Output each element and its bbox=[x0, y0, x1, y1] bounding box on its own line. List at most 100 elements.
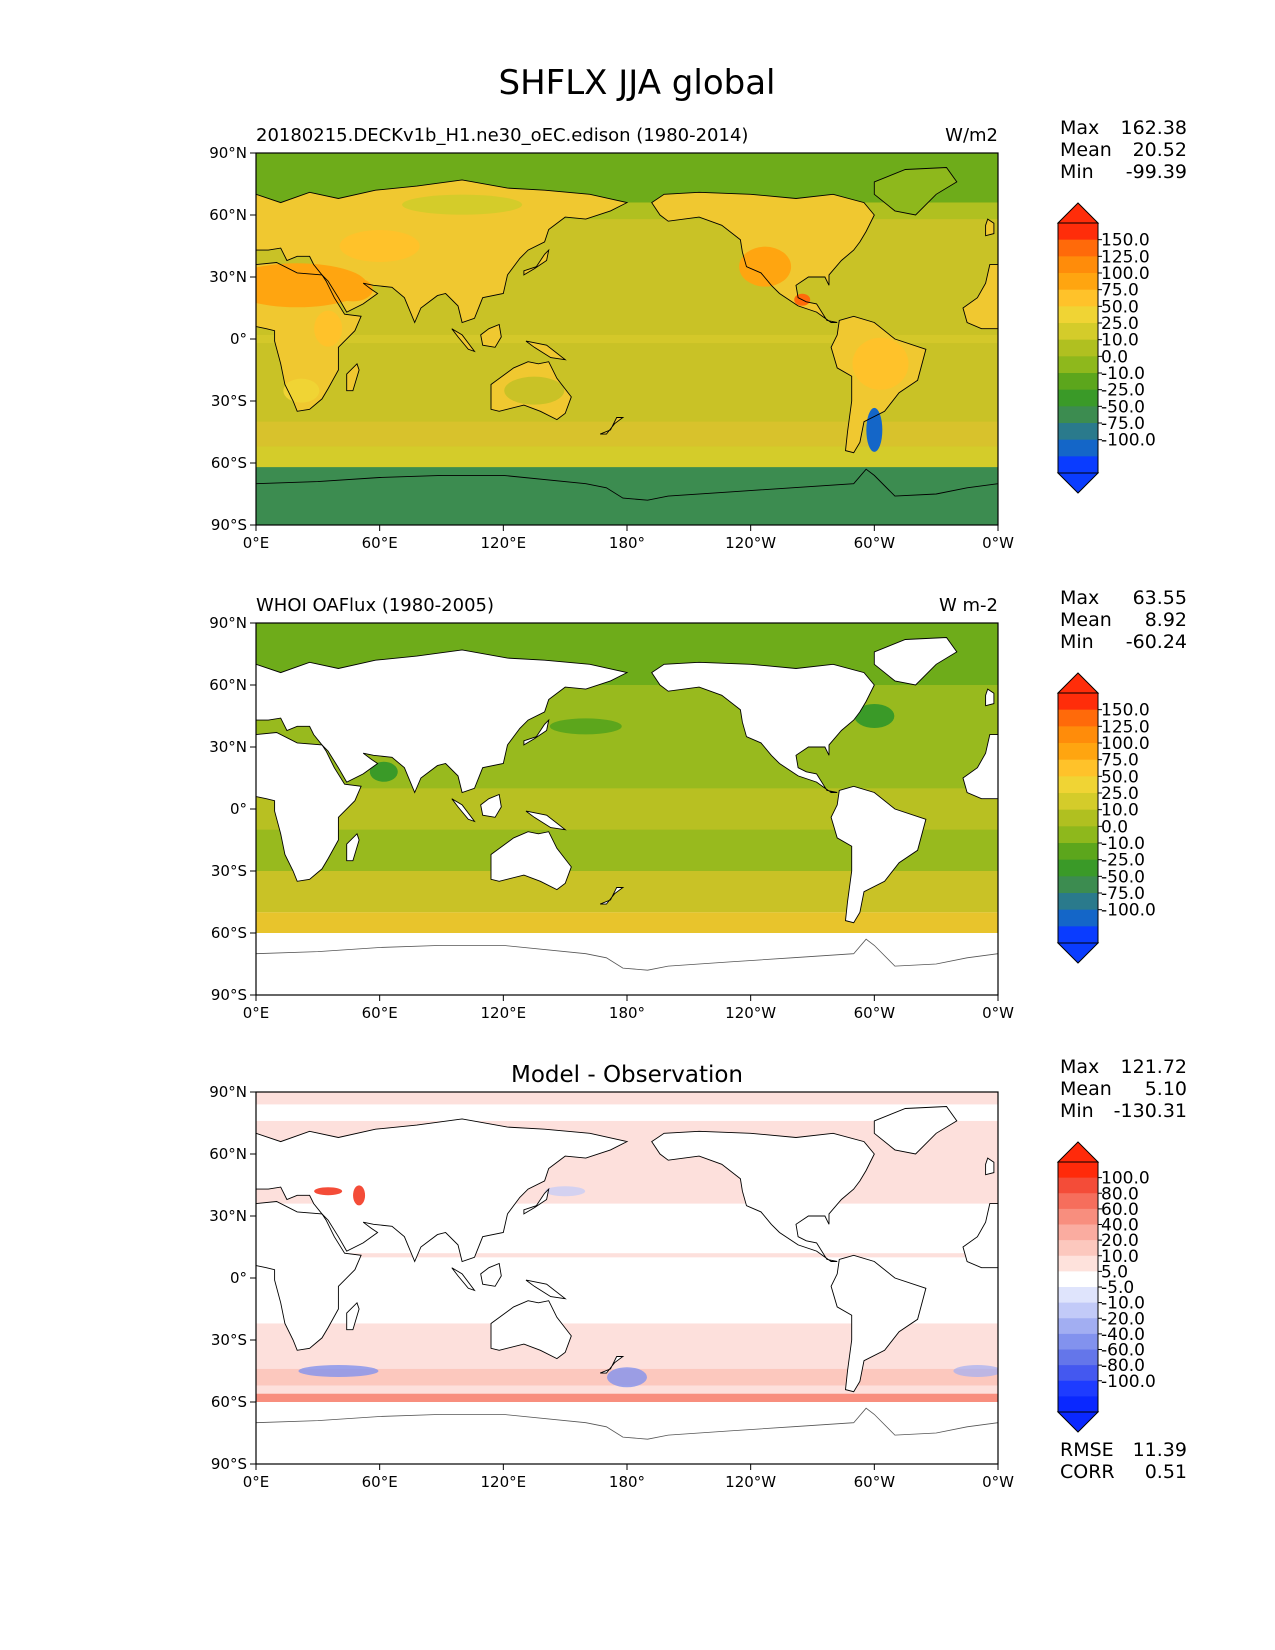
kuroshio-field bbox=[549, 718, 622, 735]
lat-tick-label: 30°N bbox=[209, 738, 247, 756]
land-madagascar bbox=[346, 363, 360, 391]
lon-tick-label: 0°W bbox=[982, 1004, 1014, 1022]
colorbar-swatch bbox=[1058, 256, 1098, 274]
colorbar-tick-label: -10.0 bbox=[1101, 1294, 1145, 1314]
colorbar-tick-label: 0.0 bbox=[1101, 347, 1128, 367]
mask-newguinea bbox=[526, 811, 566, 830]
negative-south-atlantic bbox=[953, 1365, 998, 1377]
coast-borneo bbox=[480, 323, 502, 348]
mask-sumatra bbox=[451, 1267, 475, 1291]
lat-tick-label: 60°S bbox=[211, 924, 247, 942]
mask-north_america bbox=[651, 1131, 875, 1262]
colorbar-tick-label: -10.0 bbox=[1101, 364, 1145, 384]
mask-south_america bbox=[831, 1255, 926, 1392]
stat-value: -99.39 bbox=[1126, 161, 1187, 183]
stat-label: Mean bbox=[1060, 609, 1112, 631]
lat-tick-label: 60°N bbox=[209, 1145, 247, 1163]
coast-nz bbox=[600, 417, 625, 435]
mask-europe_asia bbox=[256, 1118, 627, 1262]
coast-japan bbox=[523, 718, 550, 746]
colorbar-swatch bbox=[1058, 456, 1098, 474]
colorbar-top-arrow bbox=[1056, 1141, 1100, 1163]
footer-stat-label: RMSE bbox=[1060, 1439, 1114, 1461]
footer-stat-value: 0.51 bbox=[1145, 1461, 1187, 1483]
lon-tick-label: 120°W bbox=[725, 534, 776, 552]
coast-south_america bbox=[830, 1254, 927, 1393]
black-sea-positive bbox=[314, 1187, 343, 1196]
land-borneo bbox=[480, 324, 502, 348]
mask-greenland bbox=[874, 637, 957, 685]
lon-tick-label: 60°E bbox=[362, 1004, 398, 1022]
colorbar-tick-label: 60.0 bbox=[1101, 1200, 1139, 1220]
lat-tick-label: 60°S bbox=[211, 454, 247, 472]
lon-tick-label: 60°W bbox=[854, 534, 896, 552]
coast-south_america bbox=[830, 315, 927, 454]
stat-label: Min bbox=[1060, 631, 1094, 653]
coast-antarctica bbox=[256, 468, 998, 525]
stat-value: -130.31 bbox=[1114, 1100, 1187, 1122]
coast-madagascar bbox=[346, 362, 360, 392]
mask-australia bbox=[491, 1300, 572, 1359]
figure-title: SHFLX JJA global bbox=[499, 63, 776, 103]
colorbar-tick-label: -10.0 bbox=[1101, 834, 1145, 854]
land-newguinea bbox=[526, 341, 566, 360]
coast-uk bbox=[985, 1157, 995, 1176]
coast-west_africa bbox=[962, 734, 998, 800]
coast-uk bbox=[985, 218, 995, 237]
colorbar-swatch bbox=[1058, 743, 1098, 761]
stat-value: 8.92 bbox=[1145, 609, 1187, 631]
colorbar-swatch bbox=[1058, 1162, 1098, 1179]
land-antarctica bbox=[256, 469, 998, 525]
arabian-sea-field bbox=[369, 761, 398, 782]
mask-west_africa bbox=[963, 1203, 998, 1268]
colorbar: 150.0125.0100.075.050.025.010.00.0-10.0-… bbox=[1056, 202, 1156, 494]
coast-newguinea bbox=[525, 340, 567, 361]
mask-japan bbox=[523, 1189, 549, 1214]
footer-stat-label: CORR bbox=[1060, 1461, 1115, 1483]
colorbar-top-arrow bbox=[1056, 672, 1100, 694]
lon-tick-label: 60°E bbox=[362, 1473, 398, 1491]
coast-sumatra bbox=[451, 798, 476, 823]
mask-borneo bbox=[480, 1263, 502, 1287]
colorbar-swatch bbox=[1058, 1240, 1098, 1257]
lon-tick-label: 60°W bbox=[854, 1473, 896, 1491]
colorbar-swatch bbox=[1058, 826, 1098, 844]
coast-greenland bbox=[873, 167, 958, 216]
colorbar-swatch bbox=[1058, 373, 1098, 391]
colorbar-swatch bbox=[1058, 306, 1098, 324]
colorbar-tick-label: 25.0 bbox=[1101, 784, 1139, 804]
coast-africa bbox=[256, 1201, 362, 1351]
colorbar-top-arrow bbox=[1056, 202, 1100, 224]
colorbar-swatch bbox=[1058, 406, 1098, 424]
colorbar-bottom-arrow bbox=[1056, 942, 1100, 964]
lon-tick-label: 180° bbox=[609, 1473, 645, 1491]
lon-tick-label: 120°W bbox=[725, 1004, 776, 1022]
lat-tick-label: 30°S bbox=[211, 1331, 247, 1349]
lat-tick-label: 30°N bbox=[209, 1207, 247, 1225]
colorbar-bottom-arrow bbox=[1056, 1411, 1100, 1433]
colorbar-tick-label: 80.0 bbox=[1101, 1184, 1139, 1204]
colorbar-swatch bbox=[1058, 1333, 1098, 1350]
mask-africa bbox=[256, 732, 362, 882]
lon-tick-label: 120°W bbox=[725, 1473, 776, 1491]
gulf-stream-field bbox=[854, 704, 895, 728]
colorbar-swatch bbox=[1058, 859, 1098, 877]
colorbar-swatch bbox=[1058, 1208, 1098, 1225]
stat-value: 162.38 bbox=[1121, 117, 1187, 139]
colorbar-swatch bbox=[1058, 843, 1098, 861]
coast-australia bbox=[490, 1300, 572, 1360]
coastlines bbox=[256, 637, 998, 971]
coast-japan bbox=[523, 1187, 550, 1215]
lon-tick-label: 0°E bbox=[243, 534, 270, 552]
mask-uk bbox=[985, 1158, 994, 1175]
lon-tick-label: 0°E bbox=[243, 1004, 270, 1022]
map-field bbox=[256, 1092, 998, 1464]
lon-tick-label: 60°E bbox=[362, 534, 398, 552]
colorbar-tick-label: 5.0 bbox=[1101, 1262, 1128, 1282]
south-ocean-field-2 bbox=[256, 912, 998, 933]
stats-block: Max 162.38 Mean 20.52 Min -99.39 bbox=[1060, 117, 1187, 183]
mask-west_africa bbox=[963, 734, 998, 799]
lat-tick-label: 60°S bbox=[211, 1393, 247, 1411]
panel-difference: Model - Observation 0°E 60°E 120°E 180° 120°W… bbox=[209, 1056, 1187, 1491]
colorbar-swatch bbox=[1058, 1255, 1098, 1272]
